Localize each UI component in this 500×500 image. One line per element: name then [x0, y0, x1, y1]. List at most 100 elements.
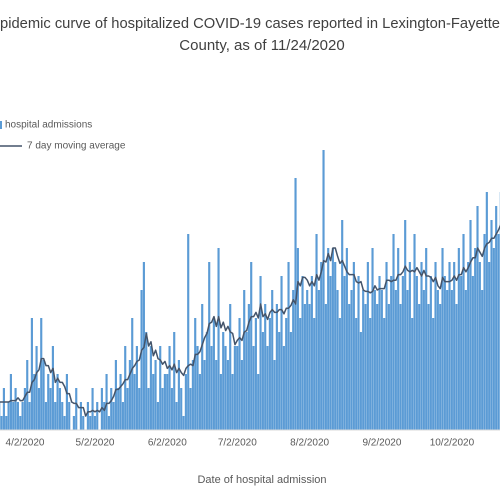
- legend-swatch: [0, 121, 2, 129]
- bar: [450, 290, 453, 430]
- bar: [233, 346, 236, 430]
- bar: [271, 290, 274, 430]
- bar: [198, 374, 201, 430]
- bar: [114, 360, 117, 430]
- bar: [154, 360, 157, 430]
- bar: [105, 374, 108, 430]
- legend: hospital admissions 7 day moving average: [0, 120, 126, 152]
- bar: [222, 332, 225, 430]
- bar: [35, 346, 38, 430]
- bar: [147, 388, 150, 430]
- bar: [404, 220, 407, 430]
- bar: [469, 220, 472, 430]
- bar: [112, 402, 115, 430]
- bar: [327, 248, 330, 430]
- bar: [182, 416, 185, 430]
- bar: [65, 374, 68, 430]
- x-tick-label: 6/2/2020: [148, 438, 187, 449]
- legend-label: hospital admissions: [5, 120, 92, 131]
- bar: [51, 346, 54, 430]
- bar: [257, 374, 260, 430]
- bar: [273, 360, 276, 430]
- bar: [229, 304, 232, 430]
- bar: [467, 262, 470, 430]
- bar: [481, 290, 484, 430]
- bar: [441, 248, 444, 430]
- bar: [247, 304, 250, 430]
- bar: [168, 346, 171, 430]
- bar: [401, 276, 404, 430]
- bar: [343, 276, 346, 430]
- bar: [287, 262, 290, 430]
- bar: [217, 248, 220, 430]
- bar: [292, 290, 295, 430]
- bar: [121, 402, 124, 430]
- bar: [131, 318, 134, 430]
- bar: [418, 304, 421, 430]
- bar: [128, 360, 131, 430]
- bar: [119, 374, 122, 430]
- bar: [124, 346, 127, 430]
- bar: [56, 374, 59, 430]
- bar: [446, 290, 449, 430]
- bar: [371, 248, 374, 430]
- bar: [28, 402, 31, 430]
- moving-average-line: [0, 224, 500, 417]
- x-tick-label: 8/2/2020: [290, 438, 329, 449]
- bar: [201, 304, 204, 430]
- bar: [180, 388, 183, 430]
- bar: [359, 332, 362, 430]
- bar: [33, 374, 36, 430]
- chart-title: pidemic curve of hospitalized COVID-19 c…: [0, 15, 500, 32]
- bar: [357, 276, 360, 430]
- bar: [166, 374, 169, 430]
- bar: [42, 360, 45, 430]
- bar: [240, 360, 243, 430]
- bar: [308, 304, 311, 430]
- bar: [196, 346, 199, 430]
- bar: [250, 262, 253, 430]
- bar: [21, 402, 24, 430]
- bar: [439, 304, 442, 430]
- bar: [483, 234, 486, 430]
- bar: [420, 262, 423, 430]
- bar: [30, 318, 33, 430]
- bar: [474, 248, 477, 430]
- bar: [492, 248, 495, 430]
- bar: [194, 318, 197, 430]
- bar: [40, 318, 43, 430]
- bar: [189, 388, 192, 430]
- bar: [336, 290, 339, 430]
- bar: [427, 304, 430, 430]
- bar: [187, 234, 190, 430]
- bar: [364, 304, 367, 430]
- bar: [156, 402, 159, 430]
- bar: [145, 332, 148, 430]
- bar: [236, 346, 239, 430]
- bar: [478, 262, 481, 430]
- bar: [490, 220, 493, 430]
- bar: [317, 290, 320, 430]
- x-tick-label: 9/2/2020: [362, 438, 401, 449]
- x-axis-title: Date of hospital admission: [197, 474, 326, 486]
- bar: [320, 262, 323, 430]
- bar: [14, 388, 17, 430]
- bar: [7, 402, 10, 430]
- bar: [457, 248, 460, 430]
- bar: [133, 374, 136, 430]
- x-tick-label: 4/2/2020: [6, 438, 45, 449]
- bar: [464, 290, 467, 430]
- bar: [259, 276, 262, 430]
- bar: [392, 234, 395, 430]
- bar: [163, 374, 166, 430]
- bar: [126, 388, 129, 430]
- bar: [355, 318, 358, 430]
- bar: [280, 276, 283, 430]
- bar: [203, 360, 206, 430]
- bar: [54, 402, 57, 430]
- bar: [91, 388, 94, 430]
- bar: [471, 276, 474, 430]
- x-tick-label: 5/2/2020: [76, 438, 115, 449]
